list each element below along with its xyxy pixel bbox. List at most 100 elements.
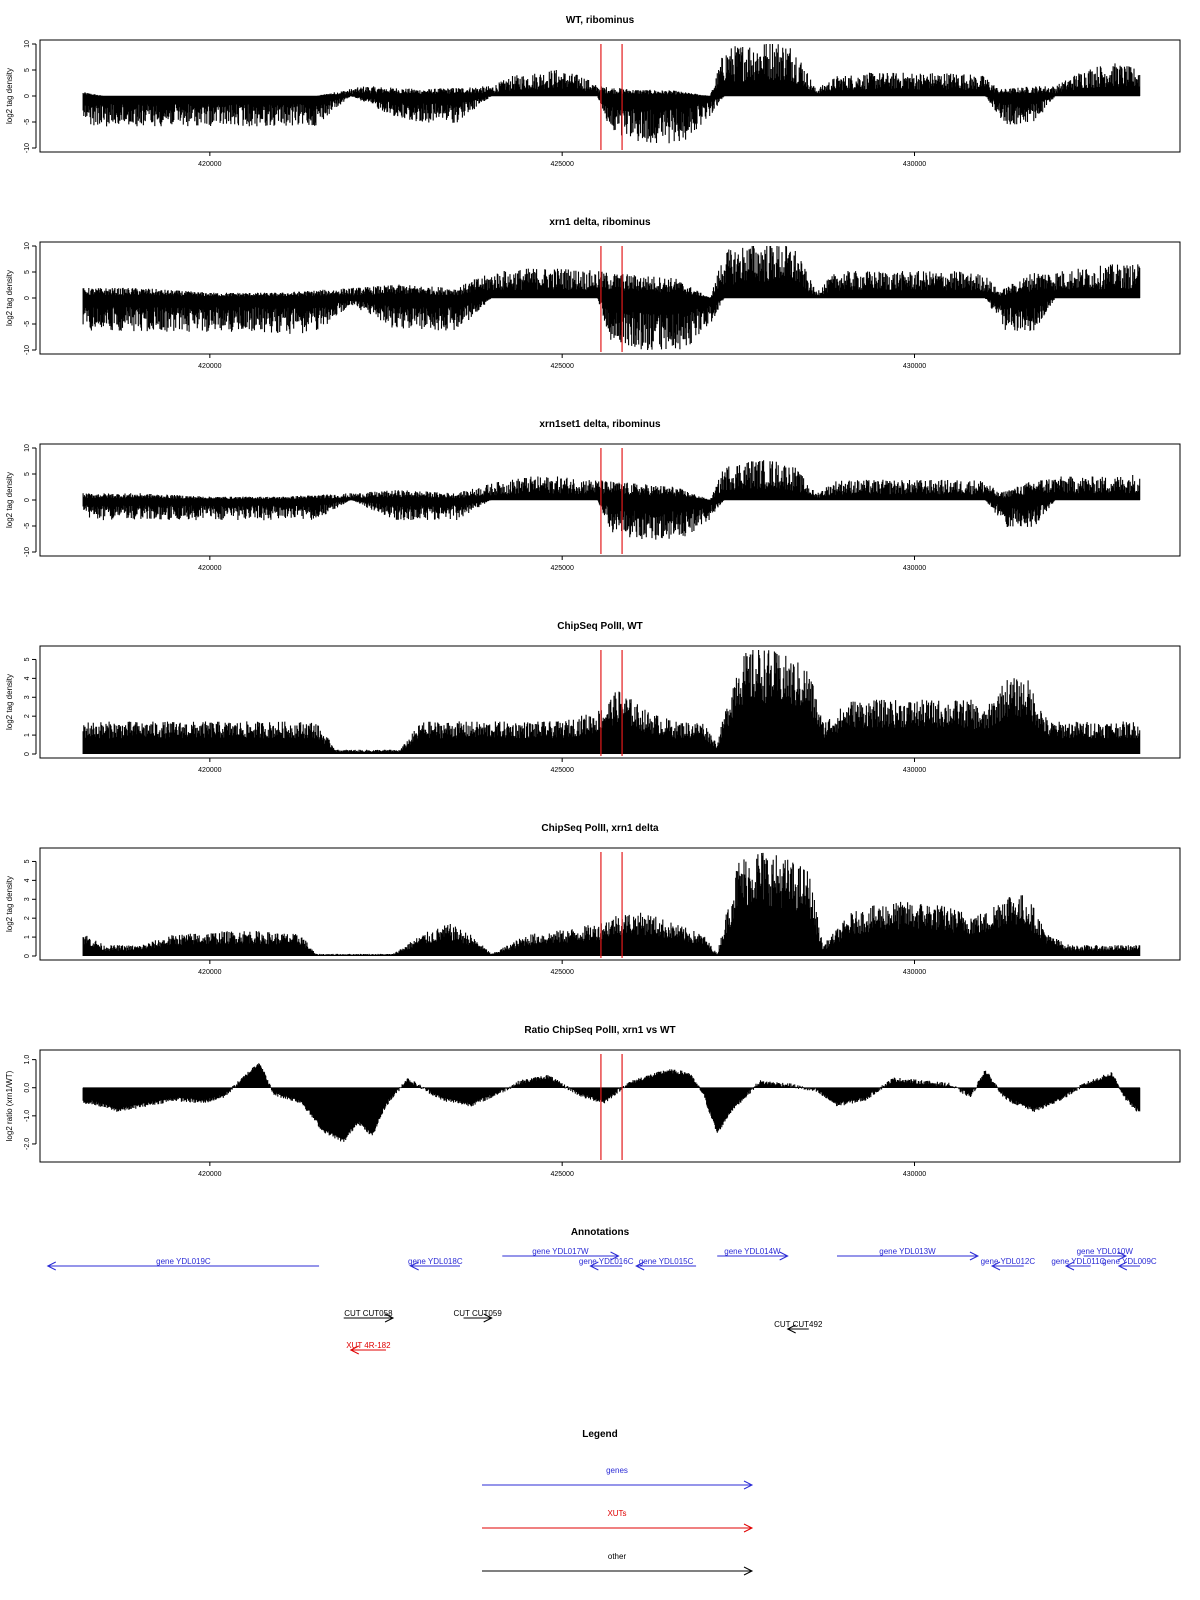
y-axis-label: log2 tag density bbox=[5, 270, 14, 326]
plot-frame bbox=[39, 1049, 1181, 1163]
track-panel: WT, ribominus log2 tag density -10 -5 0 5 10 42… bbox=[5, 15, 1181, 168]
y-tick-label: -10 bbox=[24, 345, 31, 355]
x-tick-label: 430000 bbox=[903, 161, 926, 168]
y-tick-label: 5 bbox=[24, 657, 31, 661]
series-minus bbox=[82, 500, 1056, 540]
legend: Legend genes XUTs other bbox=[482, 1429, 754, 1576]
y-tick-label: 0.0 bbox=[24, 1083, 31, 1093]
feature-arrow: gene YDL012C bbox=[981, 1257, 1036, 1271]
feature-label: gene YDL014W bbox=[724, 1247, 781, 1256]
y-tick-label: 0 bbox=[24, 498, 31, 502]
track-panel: ChipSeq PolII, WT log2 tag density 0 1 2 3 4 5 4… bbox=[5, 621, 1181, 774]
plot-frame bbox=[39, 847, 1181, 961]
feature-label: gene YDL013W bbox=[879, 1247, 936, 1256]
y-axis-label: log2 tag density bbox=[5, 876, 14, 932]
feature-label: CUT CUT492 bbox=[774, 1320, 823, 1329]
feature-arrow: gene YDL009C bbox=[1102, 1257, 1157, 1271]
x-tick-label: 430000 bbox=[903, 565, 926, 572]
y-tick-label: 0 bbox=[24, 954, 31, 958]
feature-arrow: XUT 4R-182 bbox=[346, 1341, 391, 1355]
y-tick-label: -5 bbox=[24, 119, 31, 125]
feature-arrow: gene YDL019C bbox=[46, 1257, 320, 1271]
track-panel: xrn1 delta, ribominus log2 tag density -10… bbox=[5, 217, 1181, 370]
track-panel: xrn1set1 delta, ribominus log2 tag densit… bbox=[5, 419, 1181, 572]
feature-label: gene YDL017W bbox=[532, 1247, 589, 1256]
track-panel: ChipSeq PolII, xrn1 delta log2 tag densit… bbox=[5, 823, 1181, 976]
series-minus bbox=[82, 298, 1056, 350]
signal-bars bbox=[82, 852, 1141, 956]
plot-frame bbox=[39, 645, 1181, 759]
x-tick-label: 420000 bbox=[198, 767, 221, 774]
annotations-track: Annotations gene YDL019C gene YDL018C gene… bbox=[46, 1227, 1157, 1355]
x-tick-label: 425000 bbox=[550, 363, 573, 370]
legend-item: other bbox=[482, 1552, 754, 1576]
y-tick-label: 2 bbox=[24, 714, 31, 718]
series-minus bbox=[82, 96, 1056, 144]
y-tick-label: 3 bbox=[24, 695, 31, 699]
signal-bars bbox=[82, 246, 1141, 350]
series-plus bbox=[82, 650, 1141, 754]
feature-arrow: gene YDL010W bbox=[1077, 1247, 1134, 1261]
y-tick-label: -1.0 bbox=[24, 1110, 31, 1122]
x-tick-label: 430000 bbox=[903, 969, 926, 976]
y-tick-label: 5 bbox=[24, 472, 31, 476]
x-tick-label: 430000 bbox=[903, 1171, 926, 1178]
feature-label: gene YDL016C bbox=[579, 1257, 634, 1266]
x-tick-label: 420000 bbox=[198, 161, 221, 168]
y-tick-label: 0 bbox=[24, 94, 31, 98]
y-tick-label: 3 bbox=[24, 897, 31, 901]
feature-arrow: gene YDL011C bbox=[1051, 1257, 1106, 1271]
y-tick-label: 1 bbox=[24, 733, 31, 737]
annotations-title: Annotations bbox=[571, 1227, 630, 1238]
signal-bars bbox=[82, 44, 1141, 144]
y-axis-label: log2 tag density bbox=[5, 68, 14, 124]
feature-arrow: gene YDL016C bbox=[579, 1257, 634, 1271]
series-plus bbox=[82, 852, 1141, 956]
track-panel: Ratio ChipSeq PolII, xrn1 vs WT log2 rati… bbox=[5, 1025, 1181, 1178]
track-title: Ratio ChipSeq PolII, xrn1 vs WT bbox=[524, 1025, 675, 1036]
y-tick-label: 10 bbox=[24, 242, 31, 250]
x-tick-label: 420000 bbox=[198, 565, 221, 572]
x-tick-label: 425000 bbox=[550, 161, 573, 168]
feature-arrow: CUT CUT492 bbox=[774, 1320, 823, 1334]
feature-label: gene YDL019C bbox=[156, 1257, 211, 1266]
feature-label: gene YDL010W bbox=[1077, 1247, 1134, 1256]
x-tick-label: 425000 bbox=[550, 767, 573, 774]
feature-arrow: gene YDL013W bbox=[836, 1247, 980, 1261]
series-ratio bbox=[82, 1063, 1141, 1142]
x-tick-label: 420000 bbox=[198, 1171, 221, 1178]
feature-arrow: gene YDL015C bbox=[635, 1257, 697, 1271]
y-axis-label: log2 tag density bbox=[5, 472, 14, 528]
track-title: xrn1 delta, ribominus bbox=[549, 217, 651, 228]
signal-bars bbox=[82, 1063, 1141, 1142]
feature-label: gene YDL009C bbox=[1102, 1257, 1157, 1266]
series-plus bbox=[82, 460, 1141, 500]
y-tick-label: -10 bbox=[24, 143, 31, 153]
plot-frame bbox=[39, 39, 1181, 153]
y-tick-label: -2.0 bbox=[24, 1138, 31, 1150]
y-tick-label: -5 bbox=[24, 523, 31, 529]
feature-arrow: gene YDL014W bbox=[717, 1247, 789, 1261]
y-tick-label: 5 bbox=[24, 270, 31, 274]
feature-label: gene YDL015C bbox=[639, 1257, 694, 1266]
signal-bars bbox=[82, 650, 1141, 754]
feature-label: XUT 4R-182 bbox=[346, 1341, 391, 1350]
x-tick-label: 425000 bbox=[550, 969, 573, 976]
y-tick-label: -5 bbox=[24, 321, 31, 327]
legend-label: genes bbox=[606, 1466, 628, 1475]
y-tick-label: -10 bbox=[24, 547, 31, 557]
x-tick-label: 420000 bbox=[198, 363, 221, 370]
y-tick-label: 10 bbox=[24, 40, 31, 48]
series-plus bbox=[82, 246, 1141, 298]
legend-label: XUTs bbox=[607, 1509, 626, 1518]
feature-arrow: CUT CUT059 bbox=[453, 1309, 502, 1323]
track-title: WT, ribominus bbox=[566, 15, 635, 26]
track-title: ChipSeq PolII, xrn1 delta bbox=[541, 823, 659, 834]
y-tick-label: 2 bbox=[24, 916, 31, 920]
feature-arrow: CUT CUT058 bbox=[343, 1309, 395, 1323]
y-tick-label: 4 bbox=[24, 676, 31, 680]
feature-label: gene YDL012C bbox=[981, 1257, 1036, 1266]
y-axis-label: log2 tag density bbox=[5, 674, 14, 730]
y-tick-label: 1.0 bbox=[24, 1055, 31, 1065]
